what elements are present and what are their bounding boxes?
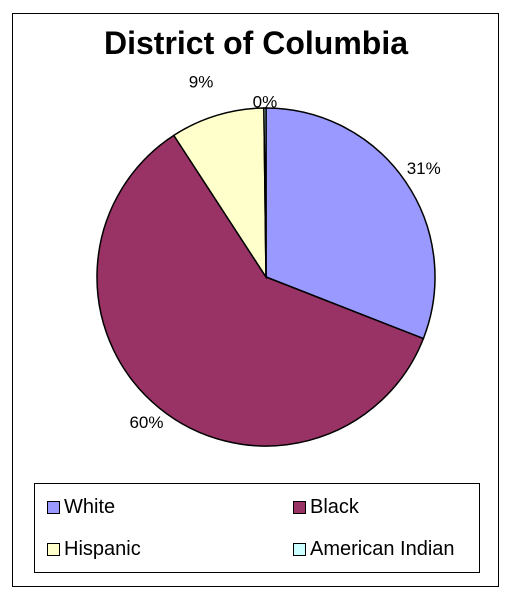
legend-swatch-hispanic <box>47 543 60 556</box>
legend-swatch-white <box>47 501 60 514</box>
legend-item-white: White <box>47 496 115 519</box>
pie-slices <box>96 107 436 447</box>
pie-labels: 31% 60% 9% 0% <box>129 72 440 432</box>
legend-item-black: Black <box>293 496 359 519</box>
pie-label-white: 31% <box>407 159 441 178</box>
pie-slice-black <box>96 134 425 447</box>
legend-label-hispanic: Hispanic <box>64 538 141 560</box>
pie-slice-american-indian <box>263 107 267 278</box>
pie-label-black: 60% <box>129 413 163 432</box>
pie-slice-hispanic <box>172 107 267 280</box>
pie-label-american-indian: 0% <box>253 92 278 111</box>
legend-item-american-indian: American Indian <box>293 538 455 561</box>
legend: White Black Hispanic American Indian <box>34 483 480 573</box>
pie-label-hispanic: 9% <box>189 72 214 91</box>
legend-label-american-indian: American Indian <box>310 538 455 560</box>
legend-item-hispanic: Hispanic <box>47 538 141 561</box>
legend-swatch-american-indian <box>293 543 306 556</box>
chart-title: District of Columbia <box>103 25 408 61</box>
legend-label-white: White <box>64 496 116 518</box>
legend-swatch-black <box>293 501 306 514</box>
legend-label-black: Black <box>310 496 359 518</box>
pie-slice-white <box>265 107 436 340</box>
